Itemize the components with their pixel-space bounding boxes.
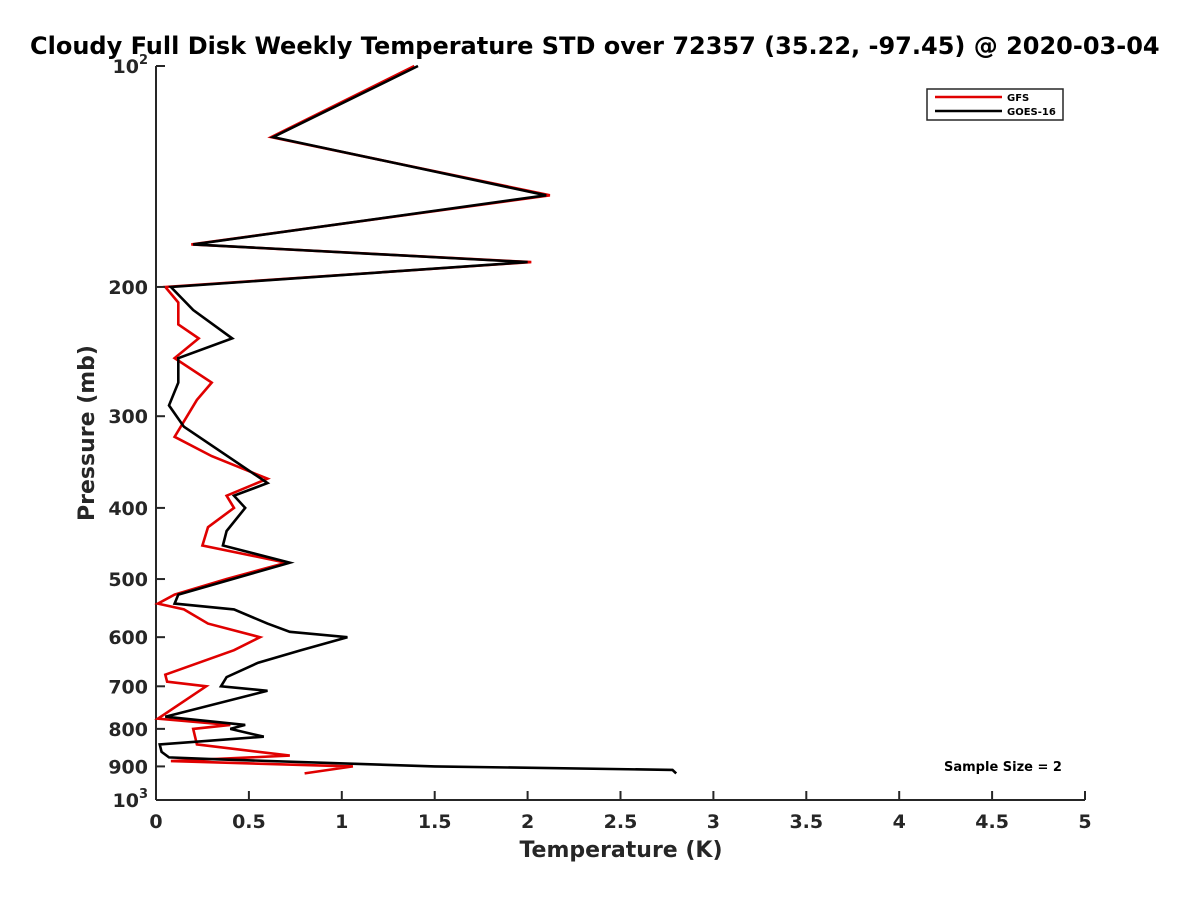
axes: [155, 66, 1085, 801]
y-tick-label: 102: [113, 53, 149, 78]
y-tick-label: 900: [108, 756, 148, 778]
y-tick-label: 103: [113, 787, 149, 812]
x-axis-label: Temperature (K): [519, 838, 722, 863]
plot-lines: [154, 64, 678, 775]
y-tick-label: 700: [108, 676, 148, 698]
x-tick-label: 2: [521, 811, 534, 833]
y-tick-label: 300: [108, 406, 148, 428]
y-ticks: 102 200 300 400 500 600 700 800 900 103: [108, 53, 165, 812]
x-tick-label: 1: [335, 811, 348, 833]
y-tick-label: 800: [108, 719, 148, 741]
legend-label-goes-16: GOES-16: [1007, 107, 1056, 118]
series-line-goes-16: [158, 64, 678, 775]
x-tick-label: 4: [893, 811, 906, 833]
x-tick-label: 1.5: [418, 811, 452, 833]
x-tick-label: 2.5: [604, 811, 638, 833]
x-tick-label: 4.5: [975, 811, 1009, 833]
x-ticks: 0 0.5 1 1.5 2 2.5 3 3.5 4 4.5 5: [149, 791, 1092, 833]
y-tick-label: 400: [108, 498, 148, 520]
legend-label-gfs: GFS: [1007, 93, 1029, 104]
x-tick-label: 0: [149, 811, 162, 833]
legend-box: [926, 88, 1064, 121]
y-axis-label: Pressure (mb): [75, 345, 100, 521]
x-tick-label: 3.5: [789, 811, 823, 833]
y-tick-label: 500: [108, 569, 148, 591]
sample-size-annotation: Sample Size = 2: [944, 760, 1062, 775]
series-line-gfs: [154, 64, 551, 775]
legend: GFS GOES-16: [926, 88, 1064, 121]
chart-title: Cloudy Full Disk Weekly Temperature STD …: [30, 32, 1160, 60]
x-tick-label: 3: [707, 811, 720, 833]
x-tick-label: 5: [1078, 811, 1091, 833]
y-tick-label: 200: [108, 277, 148, 299]
y-tick-label: 600: [108, 627, 148, 649]
x-tick-label: 0.5: [232, 811, 266, 833]
